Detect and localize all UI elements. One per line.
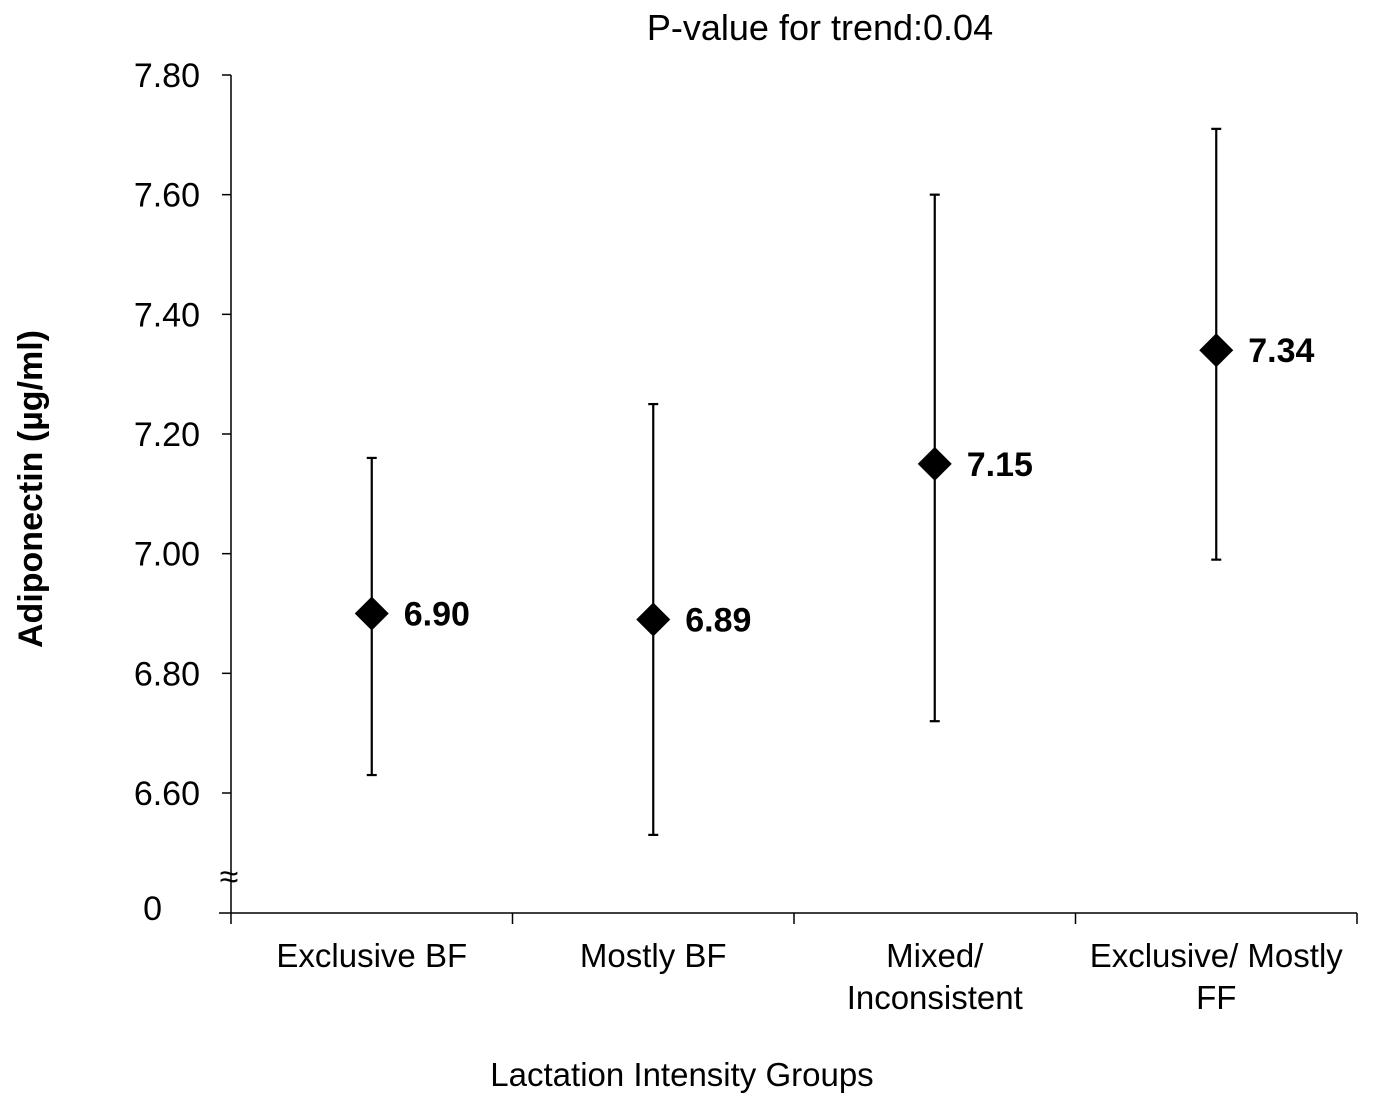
x-axis-category-labels: Exclusive BF Mostly BF Mixed/Inconsistent E…	[276, 937, 1343, 1016]
data-value-label: 7.15	[967, 446, 1033, 484]
chart-title: P-value for trend:0.04	[647, 7, 993, 48]
data-point-group: 6.89	[636, 402, 751, 836]
data-value-label: 7.34	[1248, 332, 1314, 370]
x-category-label: Mixed/	[886, 937, 984, 974]
x-axis-label: Lactation Intensity Groups	[490, 1056, 873, 1093]
y-axis-ticks: 7.80 7.60 7.40 7.20 7.00 6.80 6.60	[134, 57, 231, 813]
y-tick-label: 6.60	[134, 775, 200, 813]
y-tick-label: 7.00	[134, 536, 200, 574]
x-category-label: Exclusive/ Mostly	[1090, 937, 1344, 974]
data-value-label: 6.89	[685, 601, 751, 639]
diamond-marker	[354, 596, 389, 631]
data-value-label: 6.90	[404, 596, 470, 634]
y-tick-label: 7.40	[134, 296, 200, 334]
diamond-marker	[636, 602, 671, 637]
axis-break-symbol: ≈	[220, 858, 239, 896]
y-axis-label: Adiponectin (µg/ml)	[12, 330, 50, 648]
plot-area: 6.90 6.89 7.15 7.34	[354, 127, 1315, 836]
x-category-label: Mostly BF	[580, 937, 727, 974]
x-category-label: Exclusive BF	[276, 937, 467, 974]
diamond-marker	[917, 446, 952, 481]
x-category-label: FF	[1196, 979, 1236, 1016]
data-point-group: 7.34	[1199, 127, 1315, 561]
data-point-group: 7.15	[917, 193, 1033, 723]
x-axis-ticks	[230, 913, 1358, 924]
y-tick-label: 7.80	[134, 57, 200, 95]
diamond-marker	[1199, 333, 1234, 368]
y-tick-label-zero: 0	[143, 890, 162, 928]
y-tick-label: 7.20	[134, 416, 200, 454]
x-category-label: Inconsistent	[847, 979, 1023, 1016]
y-tick-label: 6.80	[134, 655, 200, 693]
data-point-group: 6.90	[354, 456, 470, 777]
y-tick-label: 7.60	[134, 177, 200, 215]
